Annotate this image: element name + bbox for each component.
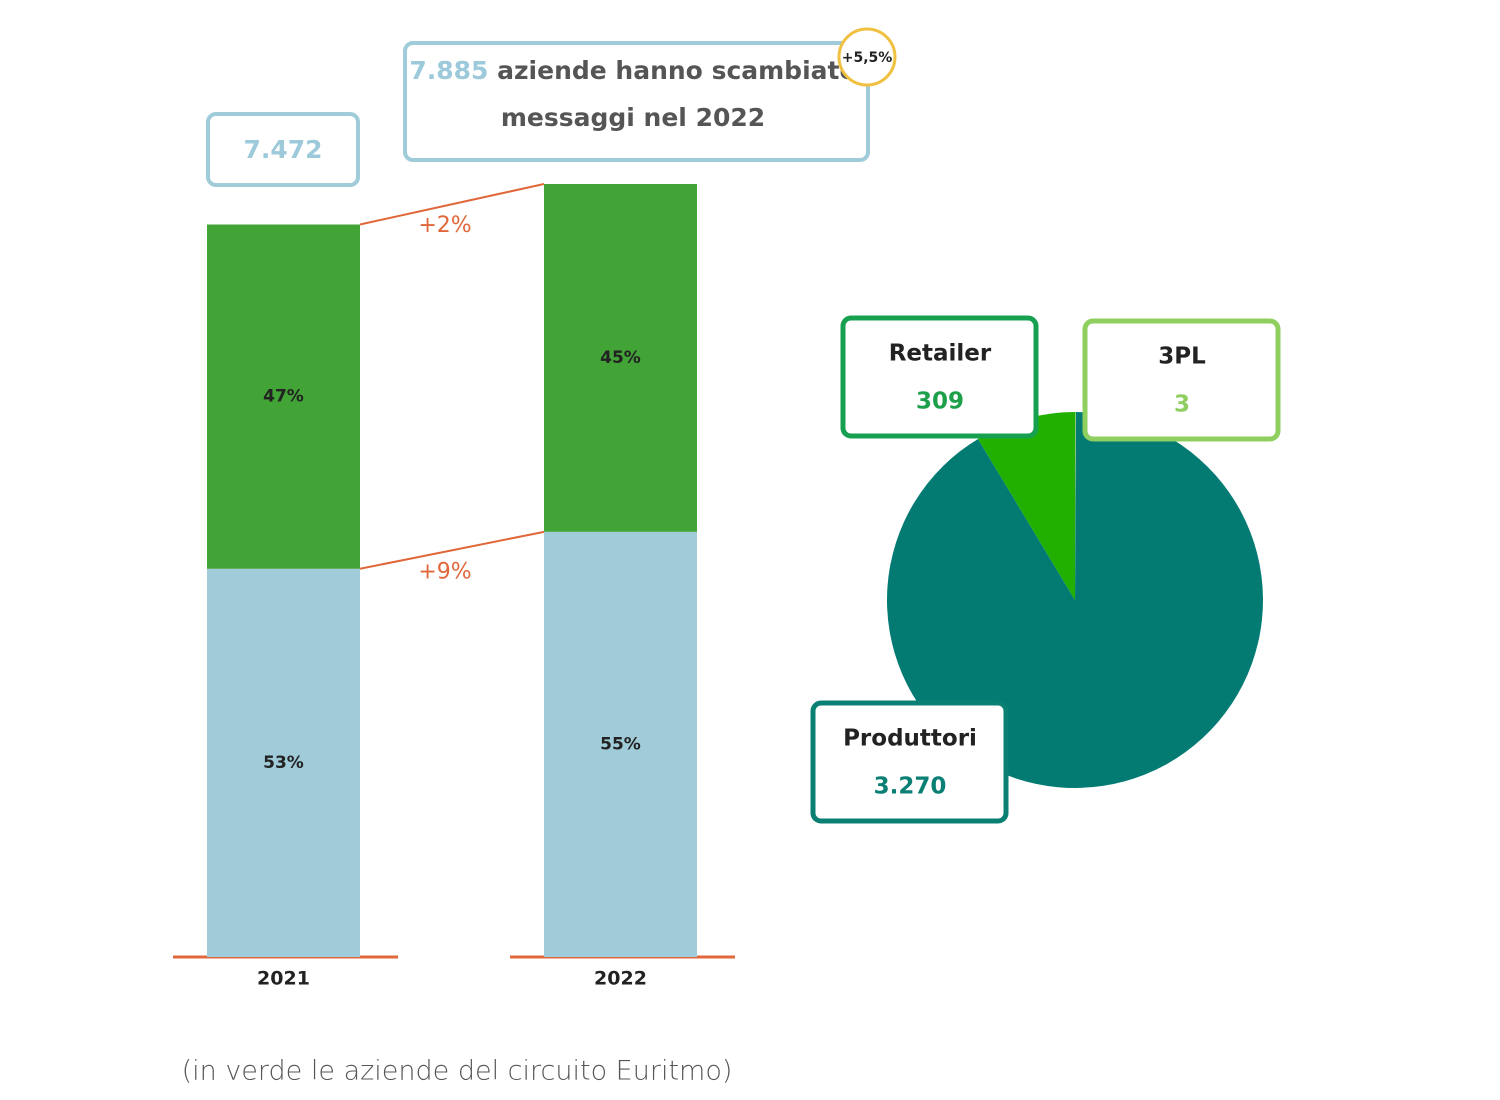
growth-label: +2%	[418, 213, 471, 238]
total-box	[206, 112, 360, 187]
bar-segment	[544, 531, 697, 957]
callout-text: aziende hanno scambiato	[497, 56, 857, 85]
label-box	[810, 700, 1009, 824]
total-growth: +5,5%	[842, 50, 893, 66]
x-tick-label: 2022	[594, 968, 647, 990]
pie-slice	[887, 412, 1263, 788]
callout-line: 7.885 aziende hanno scambiato	[409, 56, 856, 85]
category-label: Retailer	[889, 341, 992, 367]
growth-connector	[359, 183, 545, 226]
pie-slice	[1075, 412, 1076, 600]
value-label: 3	[1174, 392, 1190, 418]
label-box	[840, 315, 1039, 439]
bar-segment	[207, 224, 360, 569]
label-box	[1082, 318, 1281, 442]
callout-line: messaggi nel 2022	[501, 103, 765, 132]
category-label: Produttori	[843, 726, 977, 752]
value-label: 3.270	[874, 774, 947, 800]
category-label: 3PL	[1158, 344, 1206, 370]
growth-badge	[837, 27, 897, 87]
pie-slice	[978, 412, 1075, 600]
footnote: (in verde le aziende del circuito Euritm…	[182, 1056, 733, 1087]
total-label: 7.472	[243, 135, 322, 164]
value-label: 45%	[600, 348, 641, 368]
value-label: 55%	[600, 734, 641, 754]
growth-label: +9%	[418, 559, 471, 584]
total-label: 7.885	[409, 56, 488, 85]
value-label: 53%	[263, 753, 304, 773]
bar-segment	[544, 184, 697, 532]
value-label: 47%	[263, 387, 304, 407]
value-label: 309	[916, 389, 964, 415]
callout-box	[403, 41, 870, 162]
growth-connector	[359, 530, 545, 570]
x-tick-label: 2021	[257, 968, 310, 990]
bar-segment	[207, 568, 360, 957]
